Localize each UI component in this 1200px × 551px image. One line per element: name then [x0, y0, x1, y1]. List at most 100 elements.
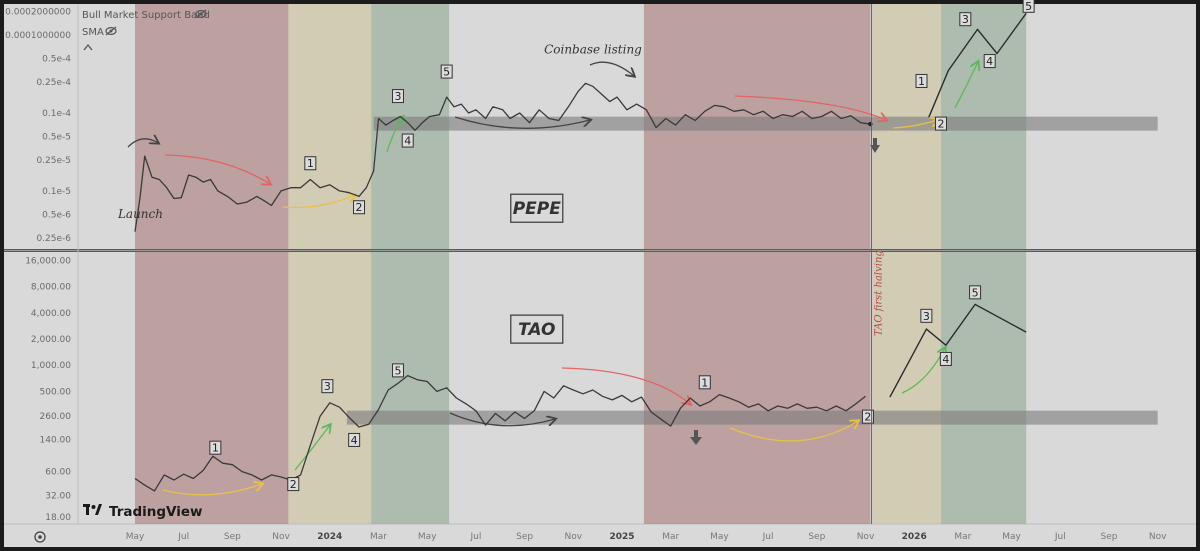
collapse-legend-icon[interactable]	[83, 43, 93, 51]
tao-wave-label: 1	[209, 440, 222, 455]
tao-zone-yellow	[872, 252, 941, 524]
indicator-legend[interactable]: Bull Market Support Band SMA	[82, 9, 210, 51]
pepe-projection-line[interactable]	[928, 12, 1027, 118]
tao-wave-label: 5	[391, 363, 404, 378]
svg-text:1: 1	[212, 442, 219, 455]
svg-text:2: 2	[356, 201, 363, 214]
pepe-y-tick-label: 0.5e-4	[42, 55, 71, 65]
x-axis-tick-label: 2026	[902, 532, 927, 542]
svg-text:5: 5	[972, 286, 979, 299]
pepe-wave-label: 5	[1022, 0, 1035, 13]
annotation-text: Coinbase listing	[544, 42, 642, 56]
pepe-wave-label: 4	[983, 54, 996, 69]
x-axis-tick-label: Sep	[1101, 532, 1118, 542]
tao-y-tick-label: 16,000.00	[25, 256, 71, 266]
svg-text:1: 1	[307, 157, 314, 170]
pepe-wave-label: 2	[934, 116, 947, 131]
tao-wave-label: 4	[939, 351, 952, 366]
tao-wave-label: 2	[287, 477, 300, 492]
pepe-y-tick-label: 0.25e-5	[36, 156, 71, 166]
tao-wave-label: 3	[321, 379, 334, 394]
pepe-zone-red	[135, 4, 289, 249]
svg-text:3: 3	[394, 90, 401, 103]
x-axis-tick-label: May	[418, 532, 437, 542]
eye-slash-icon[interactable]	[195, 9, 207, 19]
svg-text:3: 3	[324, 380, 331, 393]
tao-wave-label: 2	[861, 409, 874, 424]
pepe-y-tick-label: 0.0001000000	[5, 31, 71, 41]
x-axis-tick-label: Mar	[954, 532, 971, 542]
svg-text:TAO: TAO	[518, 320, 555, 340]
pepe-y-tick-label: 0.25e-4	[36, 78, 71, 88]
svg-text:2: 2	[864, 411, 871, 424]
pepe-wave-label: 1	[304, 156, 317, 171]
x-axis-tick-label: Jul	[469, 532, 481, 542]
tao-y-tick-label: 500.00	[40, 387, 72, 397]
tao-wave-label: 4	[348, 432, 361, 447]
svg-text:2: 2	[290, 478, 297, 491]
svg-text:4: 4	[942, 353, 949, 366]
pepe-wave-label: 3	[959, 12, 972, 27]
x-axis-tick-label: Sep	[808, 532, 825, 542]
annotation-text: Launch	[117, 207, 163, 221]
pepe-y-tick-label: 0.25e-6	[36, 234, 71, 244]
x-axis-tick-label: Jul	[177, 532, 189, 542]
x-axis-tick-label: May	[710, 532, 729, 542]
svg-text:5: 5	[443, 66, 450, 79]
tao-wave-label: 1	[698, 375, 711, 390]
tao-y-tick-label: 60.00	[45, 468, 71, 478]
svg-text:4: 4	[351, 434, 358, 447]
tao-zone-green	[371, 252, 450, 524]
x-axis-tick-label: 2025	[609, 532, 634, 542]
pepe-wave-label: 3	[391, 89, 404, 104]
pepe-y-tick-label: 0.1e-5	[42, 187, 71, 197]
pepe-wave-label: 2	[353, 200, 366, 215]
tao-first-halving-label: TAO first halving	[874, 250, 885, 336]
pepe-y-tick-label: 0.0002000000	[5, 8, 71, 18]
x-axis-strip	[4, 524, 1196, 547]
indicator-bmsb-label[interactable]: Bull Market Support Band	[82, 10, 210, 21]
pepe-support-band	[373, 116, 1158, 131]
svg-text:4: 4	[986, 55, 993, 68]
x-axis-tick-label: Sep	[516, 532, 533, 542]
pepe-wave-label: 5	[440, 64, 453, 79]
tao-y-tick-label: 260.00	[40, 412, 72, 422]
tao-y-tick-label: 32.00	[45, 491, 71, 501]
eye-slash-icon[interactable]	[105, 26, 117, 36]
x-axis-tick-label: Mar	[370, 532, 387, 542]
tao-y-tick-label: 8,000.00	[31, 283, 71, 293]
gear-icon[interactable]	[34, 531, 46, 543]
tao-wave-label: 3	[920, 308, 933, 323]
indicator-sma-label[interactable]: SMA	[82, 27, 104, 38]
pepe-y-tick-label: 0.1e-4	[42, 109, 71, 119]
svg-text:PEPE: PEPE	[513, 199, 562, 219]
tao-zone-red	[135, 252, 289, 524]
x-axis-tick-label: Nov	[565, 532, 583, 542]
svg-text:3: 3	[923, 310, 930, 323]
tao-price-line[interactable]	[134, 374, 866, 492]
x-axis-tick-label: May	[126, 532, 145, 542]
svg-text:4: 4	[404, 135, 411, 148]
x-axis-tick-label: Jul	[762, 532, 774, 542]
tao-y-tick-label: 1,000.00	[31, 361, 71, 371]
x-axis-tick-label: Nov	[272, 532, 290, 542]
svg-text:3: 3	[962, 13, 969, 26]
svg-text:1: 1	[701, 376, 708, 389]
tao-title-box: TAO	[510, 314, 564, 344]
x-axis-tick-label: Jul	[1054, 532, 1066, 542]
pepe-wave-label: 1	[915, 73, 928, 88]
tao-projection-line[interactable]	[889, 303, 1027, 398]
x-axis-tick-label: 2024	[317, 532, 342, 542]
tao-wave-label: 5	[969, 285, 982, 300]
pepe-price-line[interactable]	[134, 82, 871, 232]
pepe-y-tick-label: 0.5e-6	[42, 210, 71, 220]
svg-text:1: 1	[918, 75, 925, 88]
tao-y-tick-label: 140.00	[40, 436, 72, 446]
tao-y-tick-label: 18.00	[45, 513, 71, 523]
tao-y-tick-label: 2,000.00	[31, 335, 71, 345]
x-axis-tick-label: Sep	[224, 532, 241, 542]
annotation-arrows	[127, 62, 978, 496]
tradingview-logo[interactable]: TradingView	[83, 504, 203, 520]
